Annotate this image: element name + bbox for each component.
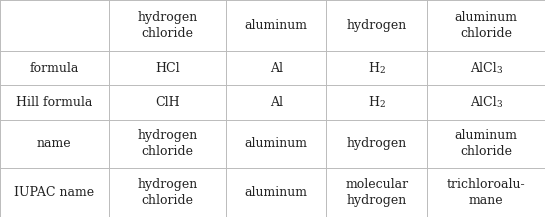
Text: hydrogen: hydrogen — [347, 19, 407, 32]
Text: HCl: HCl — [155, 62, 180, 75]
Text: IUPAC name: IUPAC name — [14, 186, 94, 199]
Text: 3: 3 — [496, 66, 502, 75]
Text: Al: Al — [270, 62, 283, 75]
Text: aluminum: aluminum — [245, 138, 308, 150]
Text: formula: formula — [29, 62, 79, 75]
Text: 2: 2 — [379, 100, 385, 109]
Text: hydrogen: hydrogen — [347, 138, 407, 150]
Text: H: H — [368, 62, 379, 75]
Text: aluminum
chloride: aluminum chloride — [455, 130, 518, 158]
Text: H: H — [368, 96, 379, 109]
Text: ClH: ClH — [155, 96, 180, 109]
Text: aluminum: aluminum — [245, 186, 308, 199]
Text: AlCl: AlCl — [470, 62, 496, 75]
Text: hydrogen
chloride: hydrogen chloride — [137, 130, 198, 158]
Text: name: name — [37, 138, 72, 150]
Text: Hill formula: Hill formula — [16, 96, 93, 109]
Text: AlCl: AlCl — [470, 96, 496, 109]
Text: molecular
hydrogen: molecular hydrogen — [346, 178, 408, 207]
Text: 2: 2 — [379, 66, 385, 75]
Text: aluminum
chloride: aluminum chloride — [455, 11, 518, 40]
Text: hydrogen
chloride: hydrogen chloride — [137, 178, 198, 207]
Text: trichloroalu-
mane: trichloroalu- mane — [447, 178, 525, 207]
Text: Al: Al — [270, 96, 283, 109]
Text: hydrogen
chloride: hydrogen chloride — [137, 11, 198, 40]
Text: 3: 3 — [496, 100, 502, 109]
Text: aluminum: aluminum — [245, 19, 308, 32]
